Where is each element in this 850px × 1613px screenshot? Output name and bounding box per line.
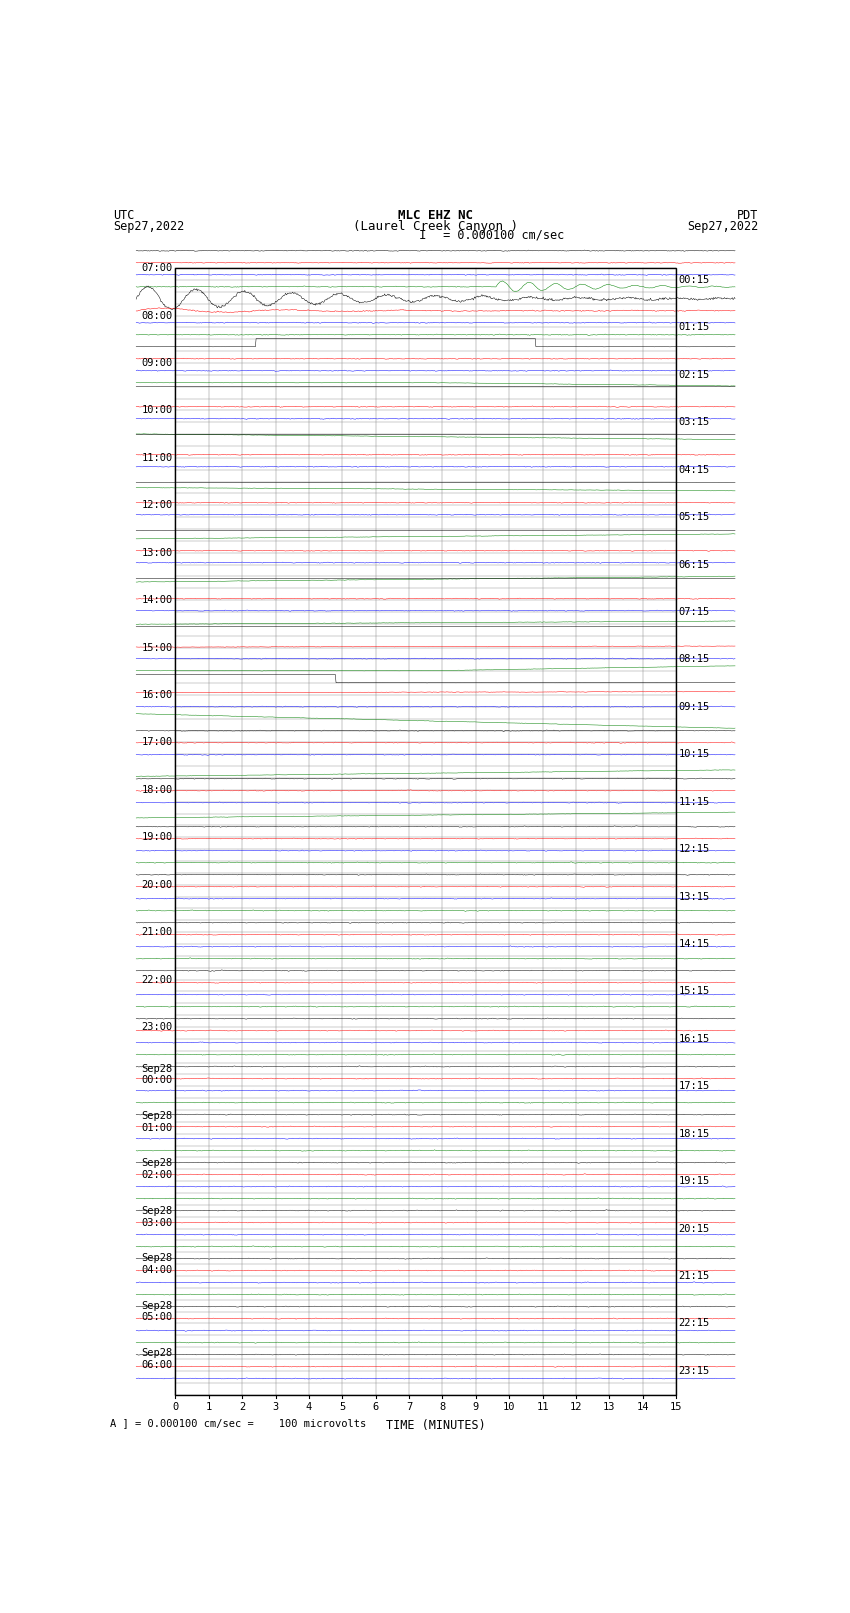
Text: Sep28
05:00: Sep28 05:00 [142,1300,173,1323]
Text: 5: 5 [339,1402,345,1411]
Text: UTC: UTC [113,208,134,221]
Text: 04:15: 04:15 [678,465,710,474]
Text: 22:15: 22:15 [678,1318,710,1329]
Text: 11:15: 11:15 [678,797,710,806]
Text: 14: 14 [637,1402,649,1411]
Text: 12: 12 [570,1402,582,1411]
Text: TIME (MINUTES): TIME (MINUTES) [386,1419,485,1432]
Text: 02:15: 02:15 [678,369,710,379]
Text: 11:00: 11:00 [142,453,173,463]
Text: (Laurel Creek Canyon ): (Laurel Creek Canyon ) [353,219,518,232]
Text: = 0.000100 cm/sec: = 0.000100 cm/sec [435,229,564,242]
Text: MLC EHZ NC: MLC EHZ NC [398,208,473,221]
Text: Sep28
00:00: Sep28 00:00 [142,1063,173,1086]
Text: 15:15: 15:15 [678,987,710,997]
Text: 8: 8 [439,1402,445,1411]
Text: 2: 2 [239,1402,246,1411]
Text: 14:00: 14:00 [142,595,173,605]
Text: Sep28
03:00: Sep28 03:00 [142,1207,173,1227]
Text: 12:15: 12:15 [678,844,710,855]
Text: 07:15: 07:15 [678,606,710,616]
Text: 19:00: 19:00 [142,832,173,842]
Text: 15:00: 15:00 [142,642,173,653]
Text: 12:00: 12:00 [142,500,173,510]
Text: 11: 11 [536,1402,549,1411]
Text: 20:00: 20:00 [142,879,173,890]
Text: 7: 7 [406,1402,412,1411]
Text: 10: 10 [503,1402,515,1411]
Text: 18:15: 18:15 [678,1129,710,1139]
Text: Sep27,2022: Sep27,2022 [687,219,758,232]
Text: 13:15: 13:15 [678,892,710,902]
Text: 00:15: 00:15 [678,274,710,286]
Text: Sep28
02:00: Sep28 02:00 [142,1158,173,1181]
Text: 18:00: 18:00 [142,786,173,795]
Text: Sep27,2022: Sep27,2022 [113,219,184,232]
Text: 09:00: 09:00 [142,358,173,368]
Text: 08:15: 08:15 [678,655,710,665]
Text: 13:00: 13:00 [142,548,173,558]
Text: 1: 1 [206,1402,212,1411]
Text: 6: 6 [372,1402,379,1411]
Text: 16:00: 16:00 [142,690,173,700]
Text: 09:15: 09:15 [678,702,710,711]
Text: 20:15: 20:15 [678,1224,710,1234]
Text: 14:15: 14:15 [678,939,710,948]
Text: 21:00: 21:00 [142,927,173,937]
Text: 3: 3 [272,1402,279,1411]
Text: 07:00: 07:00 [142,263,173,273]
Text: 03:15: 03:15 [678,418,710,427]
Text: Sep28
01:00: Sep28 01:00 [142,1111,173,1132]
Text: 21:15: 21:15 [678,1271,710,1281]
Text: 0: 0 [173,1402,178,1411]
Text: A ] = 0.000100 cm/sec =    100 microvolts: A ] = 0.000100 cm/sec = 100 microvolts [110,1418,366,1428]
Text: 9: 9 [473,1402,479,1411]
Text: PDT: PDT [737,208,758,221]
Text: 15: 15 [670,1402,683,1411]
Text: 17:00: 17:00 [142,737,173,747]
Text: Sep28
06:00: Sep28 06:00 [142,1348,173,1369]
Text: 06:15: 06:15 [678,560,710,569]
Text: Sep28
04:00: Sep28 04:00 [142,1253,173,1274]
Text: 23:00: 23:00 [142,1023,173,1032]
Text: 17:15: 17:15 [678,1081,710,1092]
Text: 4: 4 [306,1402,312,1411]
Text: 01:15: 01:15 [678,323,710,332]
Text: 16:15: 16:15 [678,1034,710,1044]
Text: 19:15: 19:15 [678,1176,710,1186]
Text: 08:00: 08:00 [142,311,173,321]
Text: 23:15: 23:15 [678,1366,710,1376]
Text: 05:15: 05:15 [678,511,710,523]
Text: 10:00: 10:00 [142,405,173,416]
Text: 10:15: 10:15 [678,750,710,760]
Text: 13: 13 [603,1402,615,1411]
Text: 22:00: 22:00 [142,974,173,984]
Text: I: I [419,229,426,242]
